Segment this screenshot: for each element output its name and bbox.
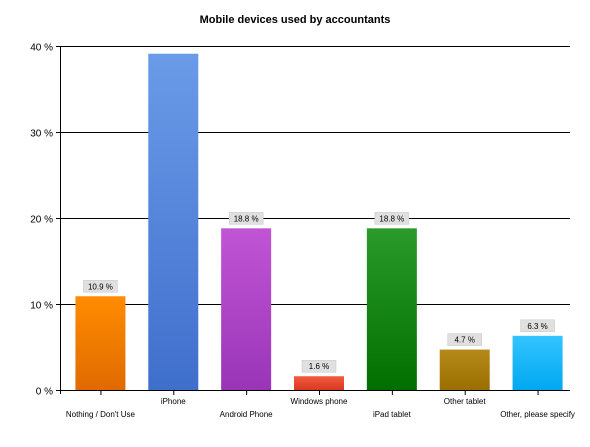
data-label: 18.8 % xyxy=(234,214,259,223)
data-label-box xyxy=(83,280,118,293)
y-tick-label: 30 % xyxy=(30,129,53,140)
x-tick-label: Other, please specify xyxy=(500,410,575,419)
grid-lines xyxy=(56,46,570,391)
data-label-box xyxy=(520,319,555,333)
data-label: 1.6 % xyxy=(309,362,329,371)
labels: Nothing / Don't Use 10.9 % iPhone Android P… xyxy=(66,212,575,419)
x-tick-label: Windows phone xyxy=(291,397,348,406)
data-label: 4.7 % xyxy=(454,336,474,345)
y-tick-label: 10 % xyxy=(30,301,53,312)
bar xyxy=(75,296,126,390)
bar xyxy=(148,53,199,391)
bar xyxy=(439,349,490,390)
bar xyxy=(366,228,417,390)
y-tick-label: 40 % xyxy=(30,43,53,54)
data-label-box xyxy=(228,212,264,225)
data-label: 18.8 % xyxy=(379,214,404,223)
axes: 0 % 10 % 20 % 30 % 40 % xyxy=(30,43,570,398)
bar xyxy=(294,376,344,390)
bar xyxy=(512,335,563,390)
chart-title: Mobile devices used by accountants xyxy=(200,14,391,26)
data-label: 10.9 % xyxy=(88,282,113,291)
y-tick-label: 20 % xyxy=(30,215,53,226)
x-tick-label: Other tablet xyxy=(444,397,487,406)
x-tick-label: Android Phone xyxy=(220,410,273,419)
data-label: 6.3 % xyxy=(527,322,547,331)
x-tick-label: Nothing / Don't Use xyxy=(66,410,136,419)
data-label-box xyxy=(447,333,482,346)
bar xyxy=(221,228,272,390)
bars xyxy=(75,53,563,391)
data-label-box xyxy=(374,212,410,225)
x-tick-label: iPhone xyxy=(161,397,186,406)
x-tick-label: iPad tablet xyxy=(373,410,412,419)
y-tick-label: 0 % xyxy=(36,387,53,398)
data-label-box xyxy=(301,359,337,373)
